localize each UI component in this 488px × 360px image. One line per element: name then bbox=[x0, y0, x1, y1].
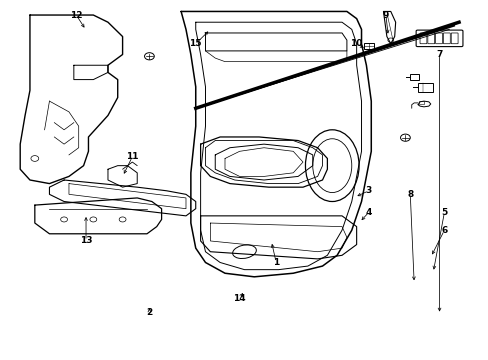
Text: 2: 2 bbox=[146, 308, 152, 317]
Text: 6: 6 bbox=[440, 226, 447, 235]
Text: 5: 5 bbox=[440, 208, 447, 217]
Text: 12: 12 bbox=[70, 10, 82, 19]
Text: 14: 14 bbox=[233, 294, 245, 303]
Text: 7: 7 bbox=[435, 50, 442, 59]
Text: 9: 9 bbox=[382, 10, 388, 19]
Text: 15: 15 bbox=[189, 39, 202, 48]
Text: 10: 10 bbox=[350, 39, 362, 48]
Text: 8: 8 bbox=[407, 190, 412, 199]
Text: 4: 4 bbox=[365, 208, 371, 217]
Text: 3: 3 bbox=[365, 186, 371, 195]
Text: 1: 1 bbox=[272, 258, 279, 267]
Text: 13: 13 bbox=[80, 237, 92, 246]
Text: 11: 11 bbox=[126, 152, 138, 161]
